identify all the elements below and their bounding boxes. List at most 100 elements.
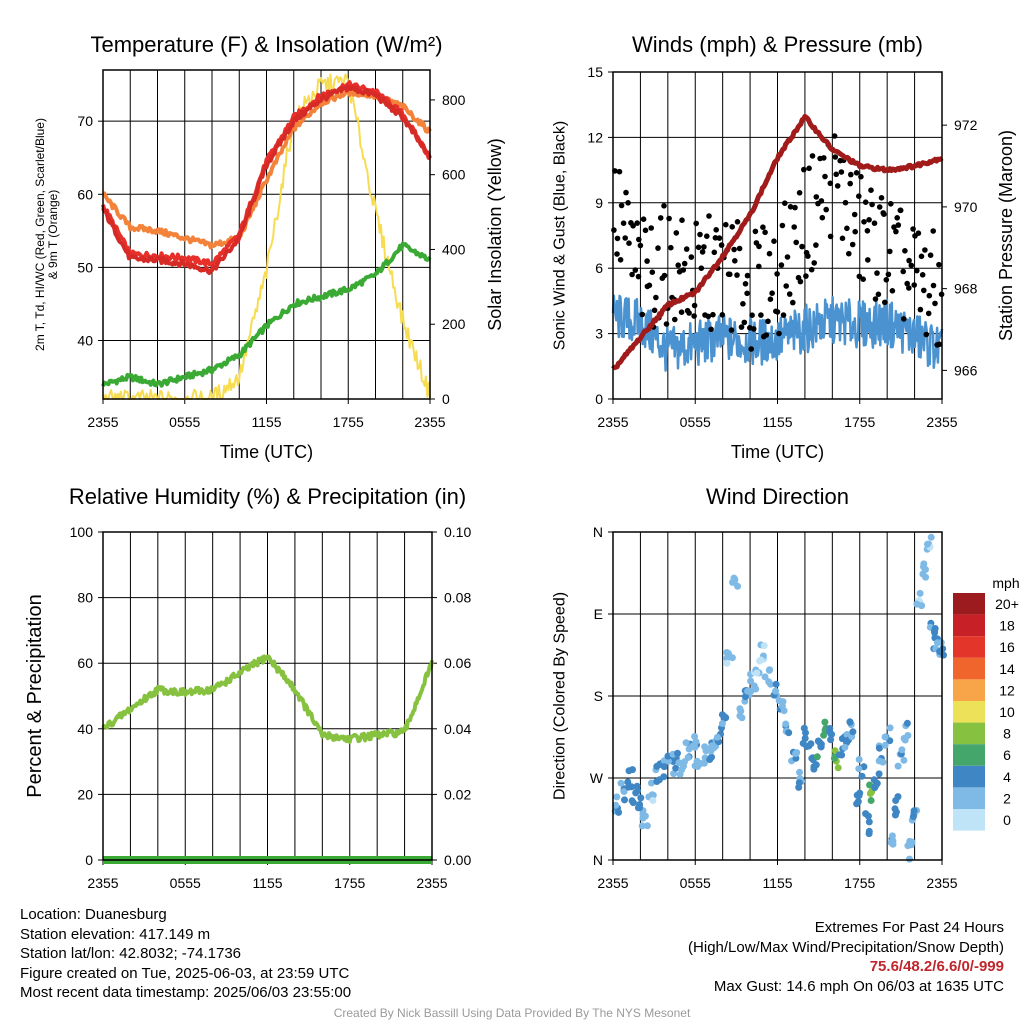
gust-point (874, 270, 880, 276)
gust-point (732, 258, 738, 264)
wind-y2tick-label: 970 (954, 199, 978, 215)
direction-point (910, 807, 918, 815)
gust-point (681, 260, 688, 267)
gust-point (617, 257, 624, 263)
gust-point (742, 281, 749, 287)
gust-point (784, 254, 791, 260)
wind-ytick-label: 12 (587, 129, 603, 145)
gust-point (901, 316, 907, 322)
wind-ytick-label: 6 (595, 260, 603, 276)
gust-point (917, 306, 924, 313)
rh-y2tick-label: 0.04 (444, 721, 471, 737)
gust-point (821, 155, 827, 161)
colorbar-label: 10 (999, 704, 1015, 720)
rh-y2tick-label: 0.02 (444, 786, 471, 802)
colorbar-label: 0 (1003, 812, 1011, 828)
direction-point (796, 768, 803, 776)
dir-xtick-label: 0555 (680, 875, 711, 891)
gust-point (635, 273, 642, 280)
dir-ylabel: Direction (Colored By Speed) (552, 592, 569, 800)
colorbar-label: 18 (999, 618, 1015, 634)
gust-point (718, 242, 725, 248)
rh-frame (102, 531, 433, 861)
gust-point (706, 213, 712, 219)
gust-point (844, 225, 850, 232)
gust-point (614, 235, 621, 242)
colorbar-title: mph (992, 575, 1019, 591)
gust-point (620, 220, 627, 226)
direction-point (753, 669, 761, 677)
direction-point (718, 720, 726, 727)
direction-point (931, 627, 938, 635)
rh-xtick-label: 1755 (334, 875, 365, 891)
gust-point (712, 235, 719, 241)
direction-point (886, 724, 894, 732)
gust-point (779, 222, 786, 229)
colorbar-label: 12 (999, 682, 1015, 698)
gust-point (748, 346, 754, 352)
direction-point (649, 797, 657, 804)
wind-y2tick-label: 968 (954, 281, 978, 297)
wind-y2label: Station Pressure (Maroon) (996, 130, 1016, 341)
gust-point (875, 291, 882, 298)
wind-title: Winds (mph) & Pressure (mb) (632, 32, 923, 57)
gust-point (796, 190, 803, 196)
direction-point (747, 677, 755, 685)
direction-point (713, 733, 721, 741)
gust-point (734, 219, 741, 225)
humidity-line (101, 654, 434, 744)
gust-point (883, 277, 890, 283)
direction-point (865, 818, 873, 826)
gust-point (698, 265, 705, 272)
gust-point (813, 242, 819, 248)
gust-point (906, 257, 912, 264)
direction-point (801, 734, 809, 742)
gust-point (918, 253, 925, 260)
gust-point (930, 282, 937, 289)
gust-point (809, 153, 816, 159)
dir-ytick-label: N (593, 852, 603, 868)
direction-point (678, 766, 686, 774)
rh-xtick-label: 2355 (87, 875, 118, 891)
temp-xtick-label: 1155 (251, 414, 281, 430)
gust-point (622, 235, 628, 241)
gust-point (646, 282, 653, 289)
direction-point (634, 787, 642, 795)
rh-y2tick-label: 0.06 (444, 655, 471, 671)
direction-point (782, 720, 790, 728)
station-location: Location: Duanesburg (20, 906, 167, 923)
wind-xtick-label: 1755 (844, 414, 875, 430)
gust-point (865, 257, 871, 263)
gust-point (711, 249, 718, 256)
gust-point (618, 202, 625, 209)
direction-point (792, 750, 800, 757)
gust-point (616, 168, 623, 175)
gust-point (636, 236, 642, 243)
direction-point (636, 801, 644, 808)
gust-point (930, 228, 936, 234)
direction-point (849, 728, 857, 736)
gust-point (818, 198, 825, 204)
gust-point (626, 240, 632, 246)
gust-point (891, 224, 897, 230)
gust-point (767, 296, 774, 303)
gust-point (708, 326, 714, 333)
direction-point (909, 813, 917, 821)
gust-point (693, 220, 699, 227)
gust-point (704, 233, 710, 239)
rh-ytick-label: 80 (77, 590, 93, 606)
colorbar-label: 8 (1003, 726, 1011, 742)
gust-point (921, 287, 927, 294)
direction-point (864, 812, 872, 820)
direction-point (775, 697, 783, 705)
gust-point (651, 307, 658, 314)
station-info: Location: Duanesburg Station elevation: … (20, 905, 351, 1003)
pressure-line (611, 113, 944, 371)
wind-ylabel: Sonic Wind & Gust (Blue, Black) (552, 121, 569, 350)
gust-point (695, 244, 702, 251)
direction-point (637, 794, 645, 802)
direction-point (722, 714, 730, 722)
gust-point (846, 250, 852, 257)
temp-ytick-label: 50 (77, 259, 93, 275)
gust-point (663, 321, 670, 327)
